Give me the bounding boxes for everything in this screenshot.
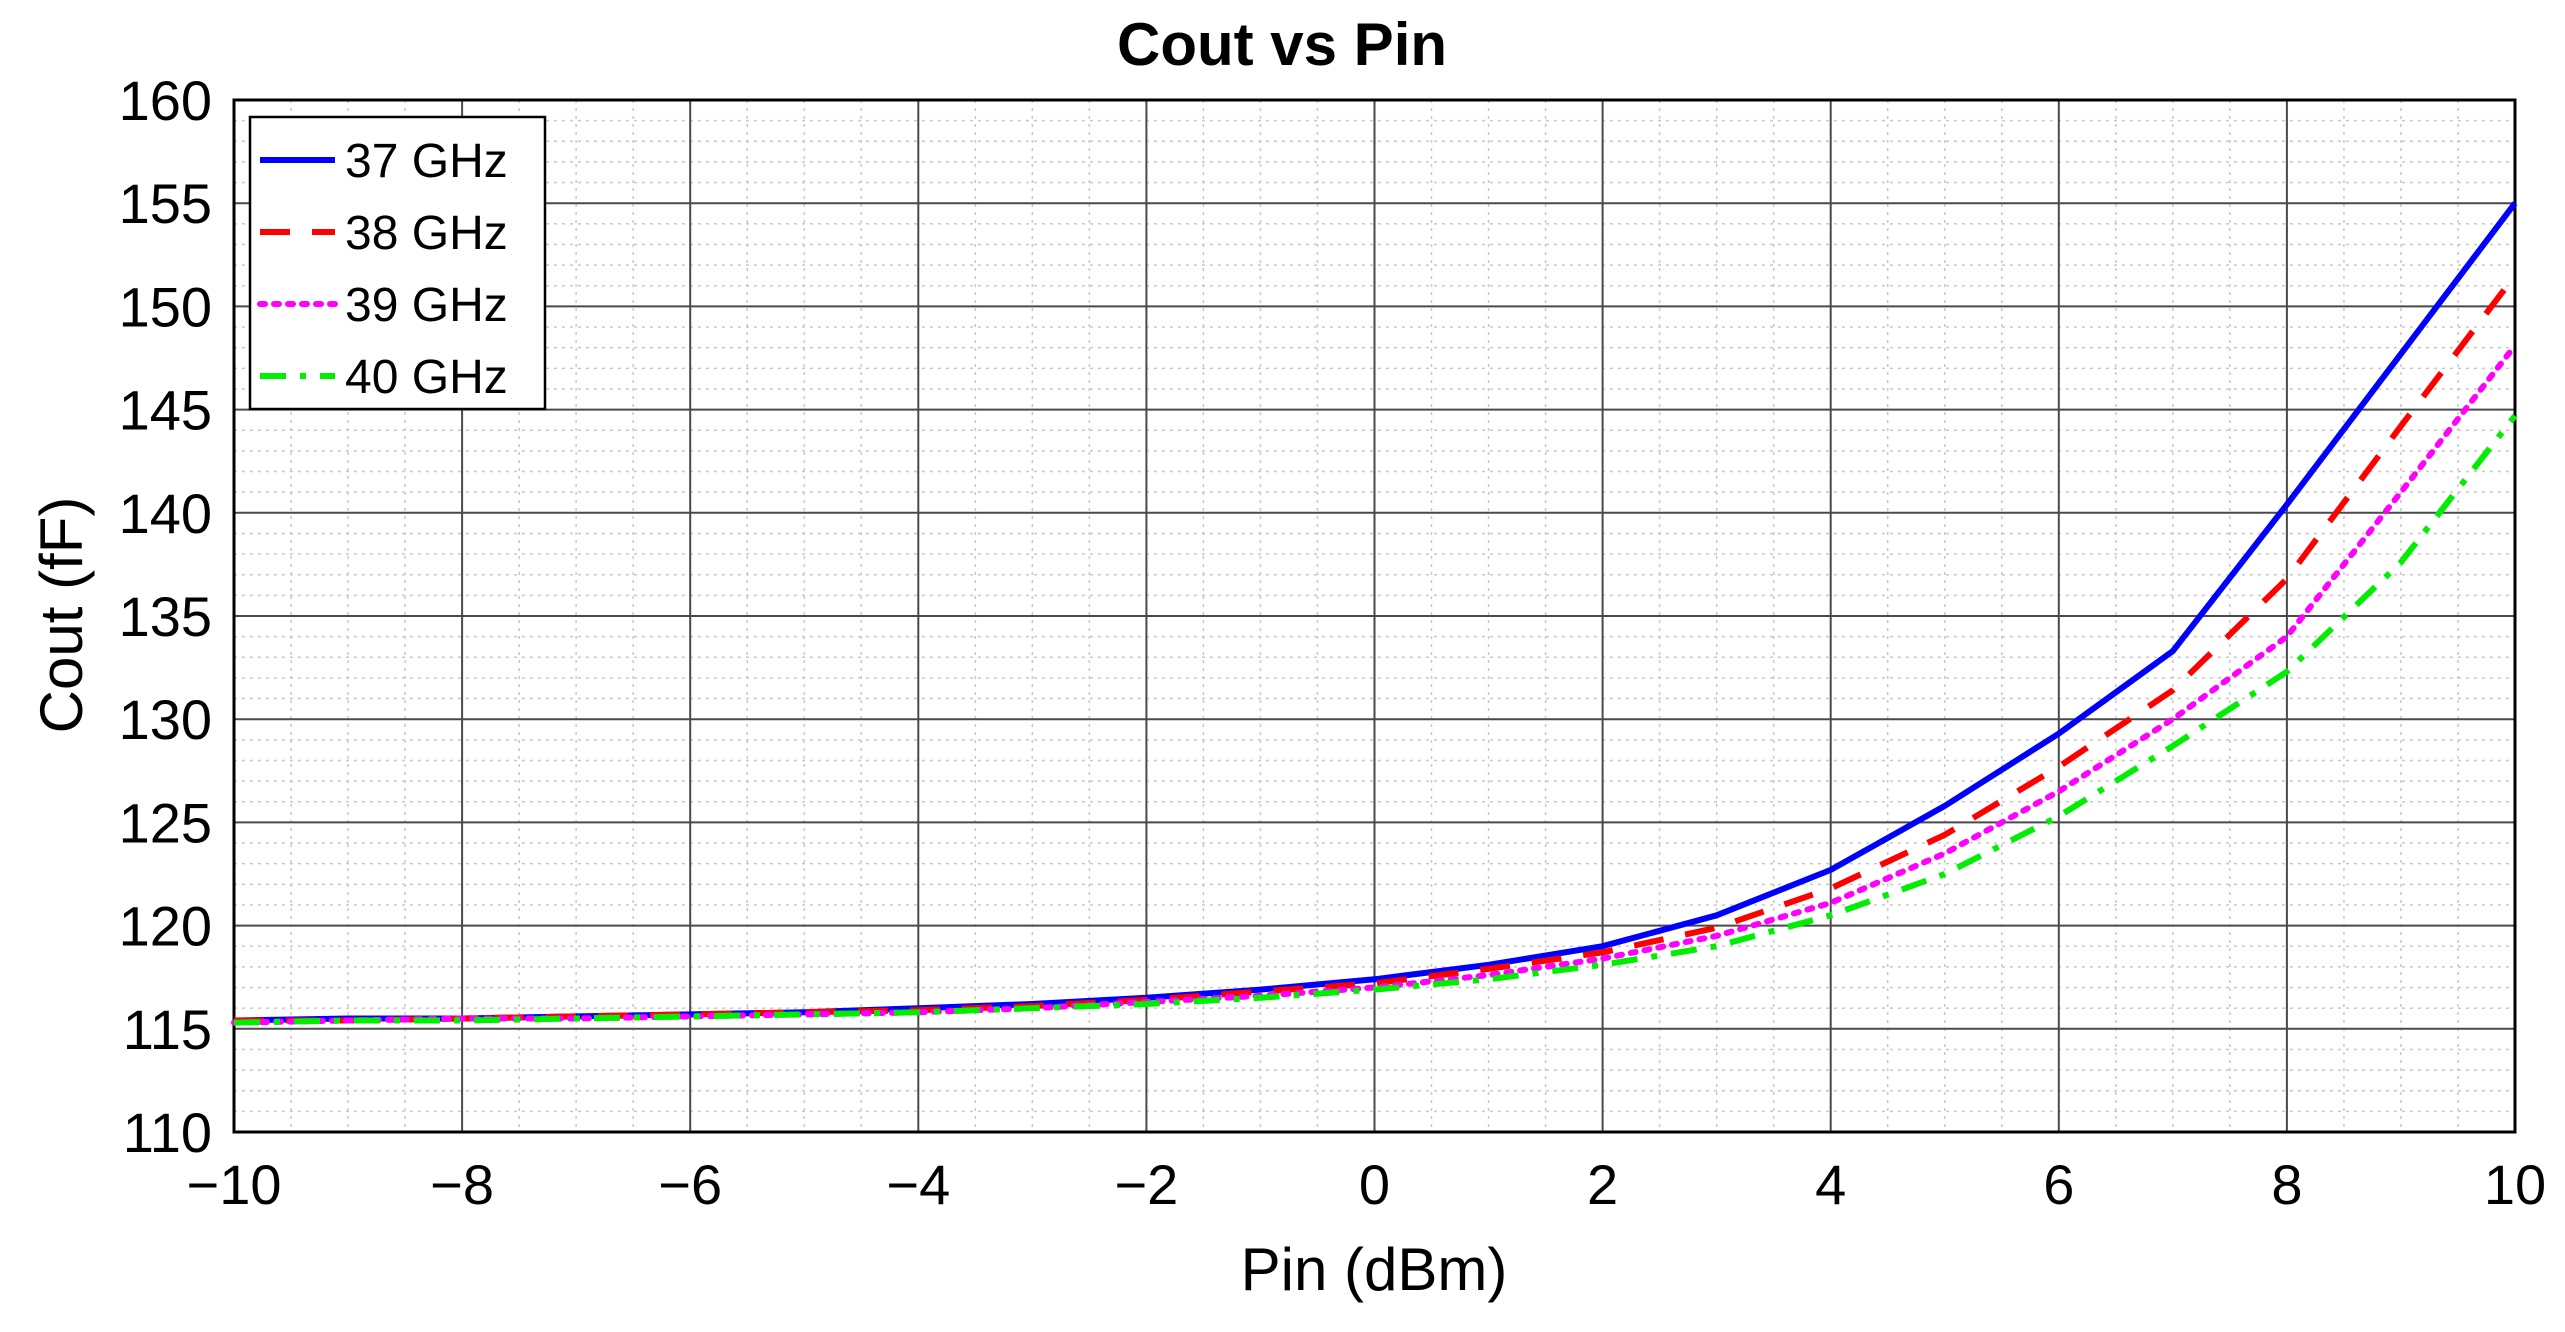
- y-tick-label: 155: [119, 172, 212, 235]
- legend-label: 39 GHz: [345, 279, 508, 332]
- x-tick-label: 8: [2271, 1153, 2302, 1216]
- legend-items: 37 GHz 38 GHz 39 GHz 40 GHz: [257, 135, 508, 404]
- legend-label: 37 GHz: [345, 135, 508, 188]
- x-axis-title: Pin (dBm): [1241, 1236, 1508, 1303]
- x-tick-label: 6: [2043, 1153, 2074, 1216]
- y-axis-title: Cout (fF): [28, 497, 95, 734]
- x-tick-label: 0: [1359, 1153, 1390, 1216]
- chart-title: Cout vs Pin: [1117, 11, 1447, 78]
- y-tick-label: 150: [119, 275, 212, 338]
- series-line-40-ghz: [233, 413, 2518, 1026]
- y-tick-label: 130: [119, 688, 212, 751]
- x-tick-label: 2: [1587, 1153, 1618, 1216]
- x-tick-label: −6: [658, 1153, 722, 1216]
- legend-label: 38 GHz: [345, 207, 508, 260]
- x-axis-ticks: −10 −8 −6 −4 −2 0 2 4 6 8 10: [187, 1153, 2547, 1216]
- y-tick-label: 160: [119, 69, 212, 132]
- y-tick-label: 125: [119, 791, 212, 854]
- x-tick-label: −8: [430, 1153, 494, 1216]
- legend: 37 GHz 38 GHz 39 GHz 40 GHz: [248, 115, 547, 411]
- x-tick-label: −4: [886, 1153, 950, 1216]
- y-tick-label: 120: [119, 895, 212, 958]
- y-tick-label: 140: [119, 482, 212, 545]
- x-tick-label: 4: [1815, 1153, 1846, 1216]
- y-tick-label: 135: [119, 585, 212, 648]
- x-tick-label: −10: [187, 1153, 282, 1216]
- y-axis-ticks: 110 115 120 125 130 135 140 145 150 155 160: [119, 69, 212, 1164]
- legend-label: 40 GHz: [345, 351, 508, 404]
- x-tick-label: −2: [1114, 1153, 1178, 1216]
- y-tick-label: 110: [123, 1101, 212, 1164]
- x-tick-label: 10: [2484, 1153, 2546, 1216]
- y-tick-label: 115: [123, 998, 212, 1061]
- legend-box: [248, 115, 547, 411]
- plot-area-frame: [232, 98, 2517, 1134]
- y-tick-label: 145: [119, 379, 212, 442]
- series-layer: [231, 201, 2518, 1026]
